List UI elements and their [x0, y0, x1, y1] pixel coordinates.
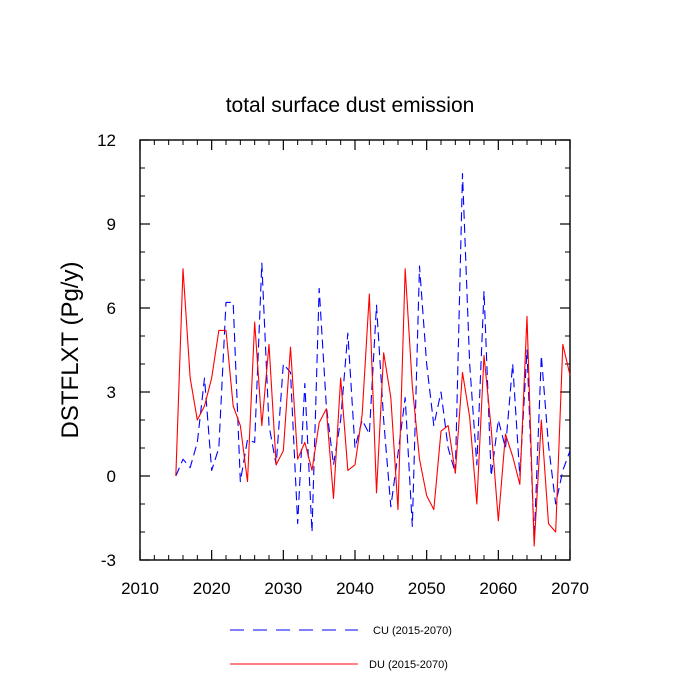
axis-ticks: 2010 2020 2030 2040 2050 2060 2070 -3 0 3 6 9 12 — [97, 131, 589, 598]
x-tick-label: 2050 — [408, 579, 446, 598]
plot-border — [139, 139, 571, 561]
y-tick-label: 12 — [97, 131, 116, 150]
x-tick-label: 2010 — [121, 579, 159, 598]
x-tick-label: 2020 — [193, 579, 231, 598]
x-tick-label: 2030 — [264, 579, 302, 598]
chart-title: total surface dust emission — [226, 94, 475, 117]
y-tick-label: -3 — [101, 551, 116, 570]
legend: CU (2015-2070) DU (2015-2070) — [230, 625, 452, 671]
y-tick-label: 6 — [107, 299, 116, 318]
x-tick-label: 2040 — [336, 579, 374, 598]
y-tick-label: 3 — [107, 383, 116, 402]
y-axis-label: DSTFLXT (Pg/y) — [57, 262, 84, 439]
x-tick-label: 2060 — [479, 579, 517, 598]
legend-label-du: DU (2015-2070) — [369, 659, 448, 671]
legend-label-cu: CU (2015-2070) — [373, 625, 452, 637]
plot-area — [139, 139, 571, 561]
y-tick-label: 0 — [107, 467, 116, 486]
series-line-du — [175, 268, 571, 547]
series-layer — [175, 173, 571, 547]
y-tick-label: 9 — [107, 215, 116, 234]
series-line-cu — [175, 173, 571, 541]
x-tick-label: 2070 — [551, 579, 589, 598]
